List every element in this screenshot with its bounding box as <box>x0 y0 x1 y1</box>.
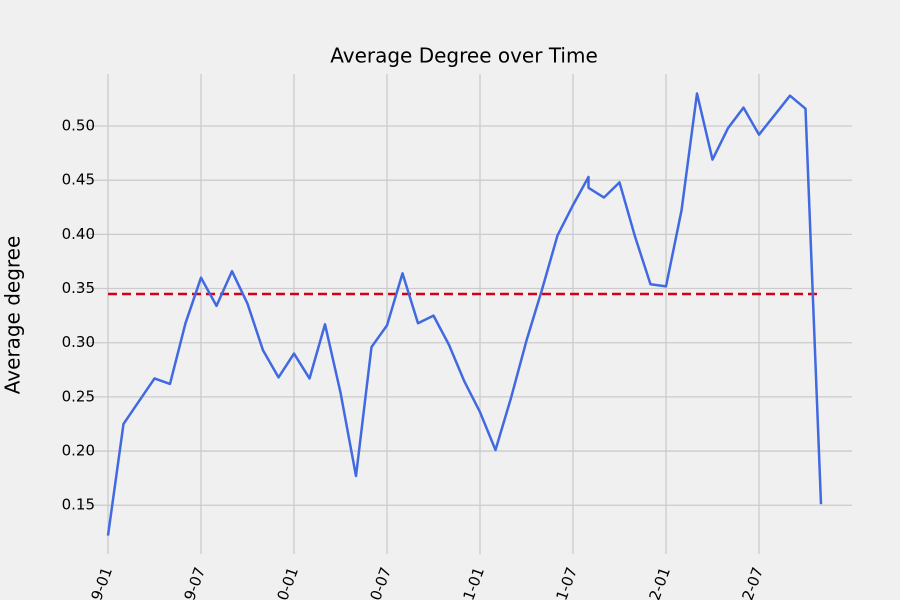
y-tick-label: 0.40 <box>62 225 95 243</box>
y-tick-label: 0.30 <box>62 333 95 351</box>
x-tick-label: 2020-01 <box>264 565 302 600</box>
data-line <box>106 92 823 536</box>
y-tick-label: 0.50 <box>62 117 95 135</box>
x-tick-label: 2022-01 <box>636 565 674 600</box>
x-tick-label: 2021-01 <box>450 565 488 600</box>
x-tick-label: 2019-01 <box>78 565 116 600</box>
x-tick-label: 2019-07 <box>171 565 209 600</box>
y-tick-label: 0.35 <box>62 279 95 297</box>
y-axis-label: Average degree <box>1 236 25 395</box>
x-tick-label: 2020-07 <box>357 565 395 600</box>
y-tick-label: 0.20 <box>62 442 95 460</box>
y-tick-label: 0.25 <box>62 387 95 405</box>
y-tick-label: 0.15 <box>62 496 95 514</box>
x-tick-label: 2022-07 <box>729 565 767 600</box>
chart-title: Average Degree over Time <box>330 44 598 68</box>
x-tick-label: 2021-07 <box>543 565 581 600</box>
y-tick-label: 0.45 <box>62 171 95 189</box>
